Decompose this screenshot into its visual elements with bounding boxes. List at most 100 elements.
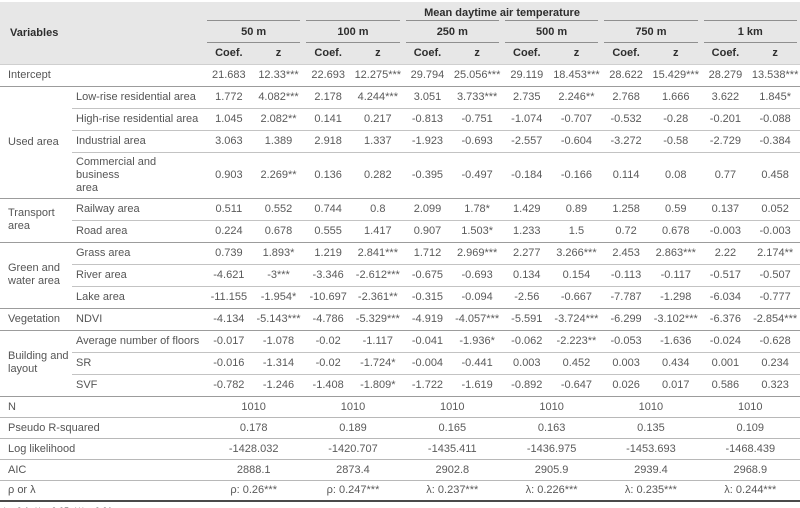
coef-value: 28.279 <box>700 64 751 87</box>
z-value: -2.223** <box>551 330 602 353</box>
coef-value: -2.557 <box>501 130 552 153</box>
z-value: 0.017 <box>650 374 701 397</box>
z-value: -0.28 <box>650 108 701 131</box>
coef-value: 2.277 <box>501 242 552 265</box>
summary-value: λ: 0.237*** <box>402 480 502 502</box>
z-value: 0.234 <box>750 352 800 375</box>
z-value: 2.863*** <box>650 242 701 265</box>
summary-value: ρ: 0.247*** <box>303 480 403 502</box>
summary-value: 2888.1 <box>204 459 304 481</box>
significance-footnote: *p<0.1, **p<0.05, ***p<0.01 <box>0 502 800 508</box>
z-value: 0.552 <box>253 198 304 221</box>
coef-value: 0.739 <box>204 242 254 265</box>
coef-value: 2.768 <box>601 86 651 109</box>
coef-value: 0.114 <box>601 152 651 199</box>
summary-value: -1453.693 <box>601 438 701 460</box>
z-value: 0.678 <box>253 220 304 243</box>
z-value: 1.893* <box>253 242 304 265</box>
table-row: River area -4.621 -3*** -3.346 -2.612*** -0.6… <box>0 264 800 287</box>
z-value: -3.102*** <box>650 308 701 331</box>
z-value: 1.5 <box>551 220 602 243</box>
z-header: z <box>253 43 304 65</box>
variable-label: Lake area <box>72 286 205 309</box>
table-title: Mean daytime air temperature <box>204 2 800 20</box>
group-label: Building and layout <box>0 330 72 397</box>
z-value: 1.78* <box>452 198 502 221</box>
distance-header: 250 m <box>402 20 502 43</box>
table-header: Variables Mean daytime air temperature 5… <box>0 2 800 65</box>
variable-label: Average number of floors <box>72 330 205 353</box>
coef-value: -6.299 <box>601 308 651 331</box>
coef-value: 2.453 <box>601 242 651 265</box>
z-value: -3*** <box>253 264 304 287</box>
z-value: 2.969*** <box>452 242 502 265</box>
z-value: 12.275*** <box>352 64 403 87</box>
coef-value: -0.315 <box>402 286 453 309</box>
z-value: 0.8 <box>352 198 403 221</box>
coef-value: -0.892 <box>501 374 552 397</box>
z-value: 0.052 <box>750 198 800 221</box>
coef-value: -0.02 <box>303 352 353 375</box>
summary-label: Pseudo R-squared <box>0 417 205 439</box>
coef-value: 0.903 <box>204 152 254 199</box>
distance-header: 500 m <box>501 20 602 43</box>
z-value: 0.323 <box>750 374 800 397</box>
summary-value: 1010 <box>700 396 800 418</box>
coef-value: -0.782 <box>204 374 254 397</box>
z-value: 0.154 <box>551 264 602 287</box>
z-value: -1.078 <box>253 330 304 353</box>
z-value: 3.733*** <box>452 86 502 109</box>
coef-value: -0.113 <box>601 264 651 287</box>
summary-value: 1010 <box>501 396 602 418</box>
distance-header: 100 m <box>303 20 403 43</box>
z-value: 2.246** <box>551 86 602 109</box>
variable-label: Low-rise residential area <box>72 86 205 109</box>
table-row: Green and water area Grass area 0.739 1.893… <box>0 242 800 309</box>
table-row: Commercial and business area 0.903 2.269**… <box>0 152 800 199</box>
coef-value: -2.729 <box>700 130 751 153</box>
z-value: -1.619 <box>452 374 502 397</box>
coef-value: 29.119 <box>501 64 552 87</box>
variable-label: Commercial and business area <box>72 152 205 199</box>
coef-value: 3.622 <box>700 86 751 109</box>
coef-value: 2.918 <box>303 130 353 153</box>
z-value: -5.143*** <box>253 308 304 331</box>
coef-value: -10.697 <box>303 286 353 309</box>
summary-row: Pseudo R-squared 0.178 0.189 0.165 0.163 0.13… <box>0 417 800 439</box>
summary-value: 0.189 <box>303 417 403 439</box>
summary-value: 2902.8 <box>402 459 502 481</box>
variable-label: River area <box>72 264 205 287</box>
z-value: -0.628 <box>750 330 800 353</box>
variables-header: Variables <box>0 2 205 65</box>
z-value: -1.936* <box>452 330 502 353</box>
coef-value: -0.024 <box>700 330 751 353</box>
z-value: -1.954* <box>253 286 304 309</box>
z-value: -2.612*** <box>352 264 403 287</box>
summary-row: AIC 2888.1 2873.4 2902.8 2905.9 2939.4 2968.9 <box>0 459 800 481</box>
group-label: Vegetation <box>0 308 72 331</box>
z-value: 0.89 <box>551 198 602 221</box>
coef-header: Coef. <box>402 43 453 65</box>
summary-label: N <box>0 396 205 418</box>
z-value: -4.057*** <box>452 308 502 331</box>
summary-value: 1010 <box>204 396 304 418</box>
z-value: -0.384 <box>750 130 800 153</box>
coef-value: 1.258 <box>601 198 651 221</box>
z-value: 0.678 <box>650 220 701 243</box>
coef-value: 1.772 <box>204 86 254 109</box>
coef-value: -1.722 <box>402 374 453 397</box>
z-value: -2.361** <box>352 286 403 309</box>
z-value: 18.453*** <box>551 64 602 87</box>
distance-header: 1 km <box>700 20 800 43</box>
title-row: Variables Mean daytime air temperature <box>0 2 800 65</box>
variable-label: SR <box>72 352 205 375</box>
summary-value: 0.109 <box>700 417 800 439</box>
coef-value: -2.56 <box>501 286 552 309</box>
coef-value: -6.034 <box>700 286 751 309</box>
z-header: z <box>352 43 403 65</box>
subheader-row: Coef. z Coef. z Coef. z Coef. z Coef. z Coef. z <box>0 43 800 65</box>
coef-value: 22.693 <box>303 64 353 87</box>
coef-value: -0.532 <box>601 108 651 131</box>
coef-value: -0.395 <box>402 152 453 199</box>
